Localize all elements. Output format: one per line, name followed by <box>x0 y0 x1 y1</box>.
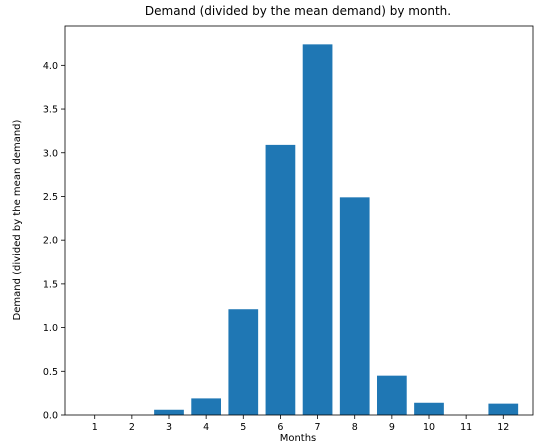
x-axis-label: Months <box>280 433 317 444</box>
y-tick-label: 0.0 <box>43 411 58 422</box>
y-tick-label: 1.0 <box>43 323 58 334</box>
x-tick-label: 3 <box>166 422 172 433</box>
x-tick-label: 2 <box>129 422 135 433</box>
bar-month-7 <box>302 44 333 416</box>
chart-title: Demand (divided by the mean demand) by m… <box>145 4 451 18</box>
y-tick-label: 1.5 <box>43 279 58 290</box>
y-axis-label: Demand (divided by the mean demand) <box>12 119 23 320</box>
x-tick-label: 11 <box>460 422 472 433</box>
x-tick-label: 4 <box>203 422 209 433</box>
x-tick-label: 10 <box>423 422 435 433</box>
y-tick-label: 2.0 <box>43 236 58 247</box>
y-axis-ticks: 0.0 0.5 1.0 1.5 2.0 2.5 3.0 3.5 4.0 <box>43 61 65 422</box>
x-tick-label: 5 <box>240 422 246 433</box>
bar-month-3 <box>154 409 184 415</box>
plot-frame <box>64 25 534 416</box>
bar-month-4 <box>191 398 221 415</box>
x-tick-label: 9 <box>389 422 395 433</box>
x-tick-label: 6 <box>277 422 283 433</box>
y-tick-label: 3.5 <box>43 105 58 116</box>
x-tick-label: 1 <box>92 422 98 433</box>
bar-month-9 <box>377 375 407 415</box>
x-tick-label: 12 <box>497 422 509 433</box>
y-tick-label: 2.5 <box>43 192 58 203</box>
y-tick-label: 4.0 <box>43 61 58 72</box>
bars-group <box>154 44 519 416</box>
x-tick-label: 7 <box>315 422 321 433</box>
bar-month-5 <box>228 309 259 415</box>
y-tick-label: 3.0 <box>43 148 58 159</box>
x-tick-label: 8 <box>352 422 358 433</box>
y-tick-label: 0.5 <box>43 367 58 378</box>
bar-month-8 <box>339 197 370 415</box>
bar-month-10 <box>414 402 444 415</box>
bar-month-12 <box>488 403 519 415</box>
bar-month-6 <box>265 144 296 416</box>
x-axis-ticks: 1 2 3 4 5 6 7 8 9 10 11 12 <box>92 415 509 433</box>
